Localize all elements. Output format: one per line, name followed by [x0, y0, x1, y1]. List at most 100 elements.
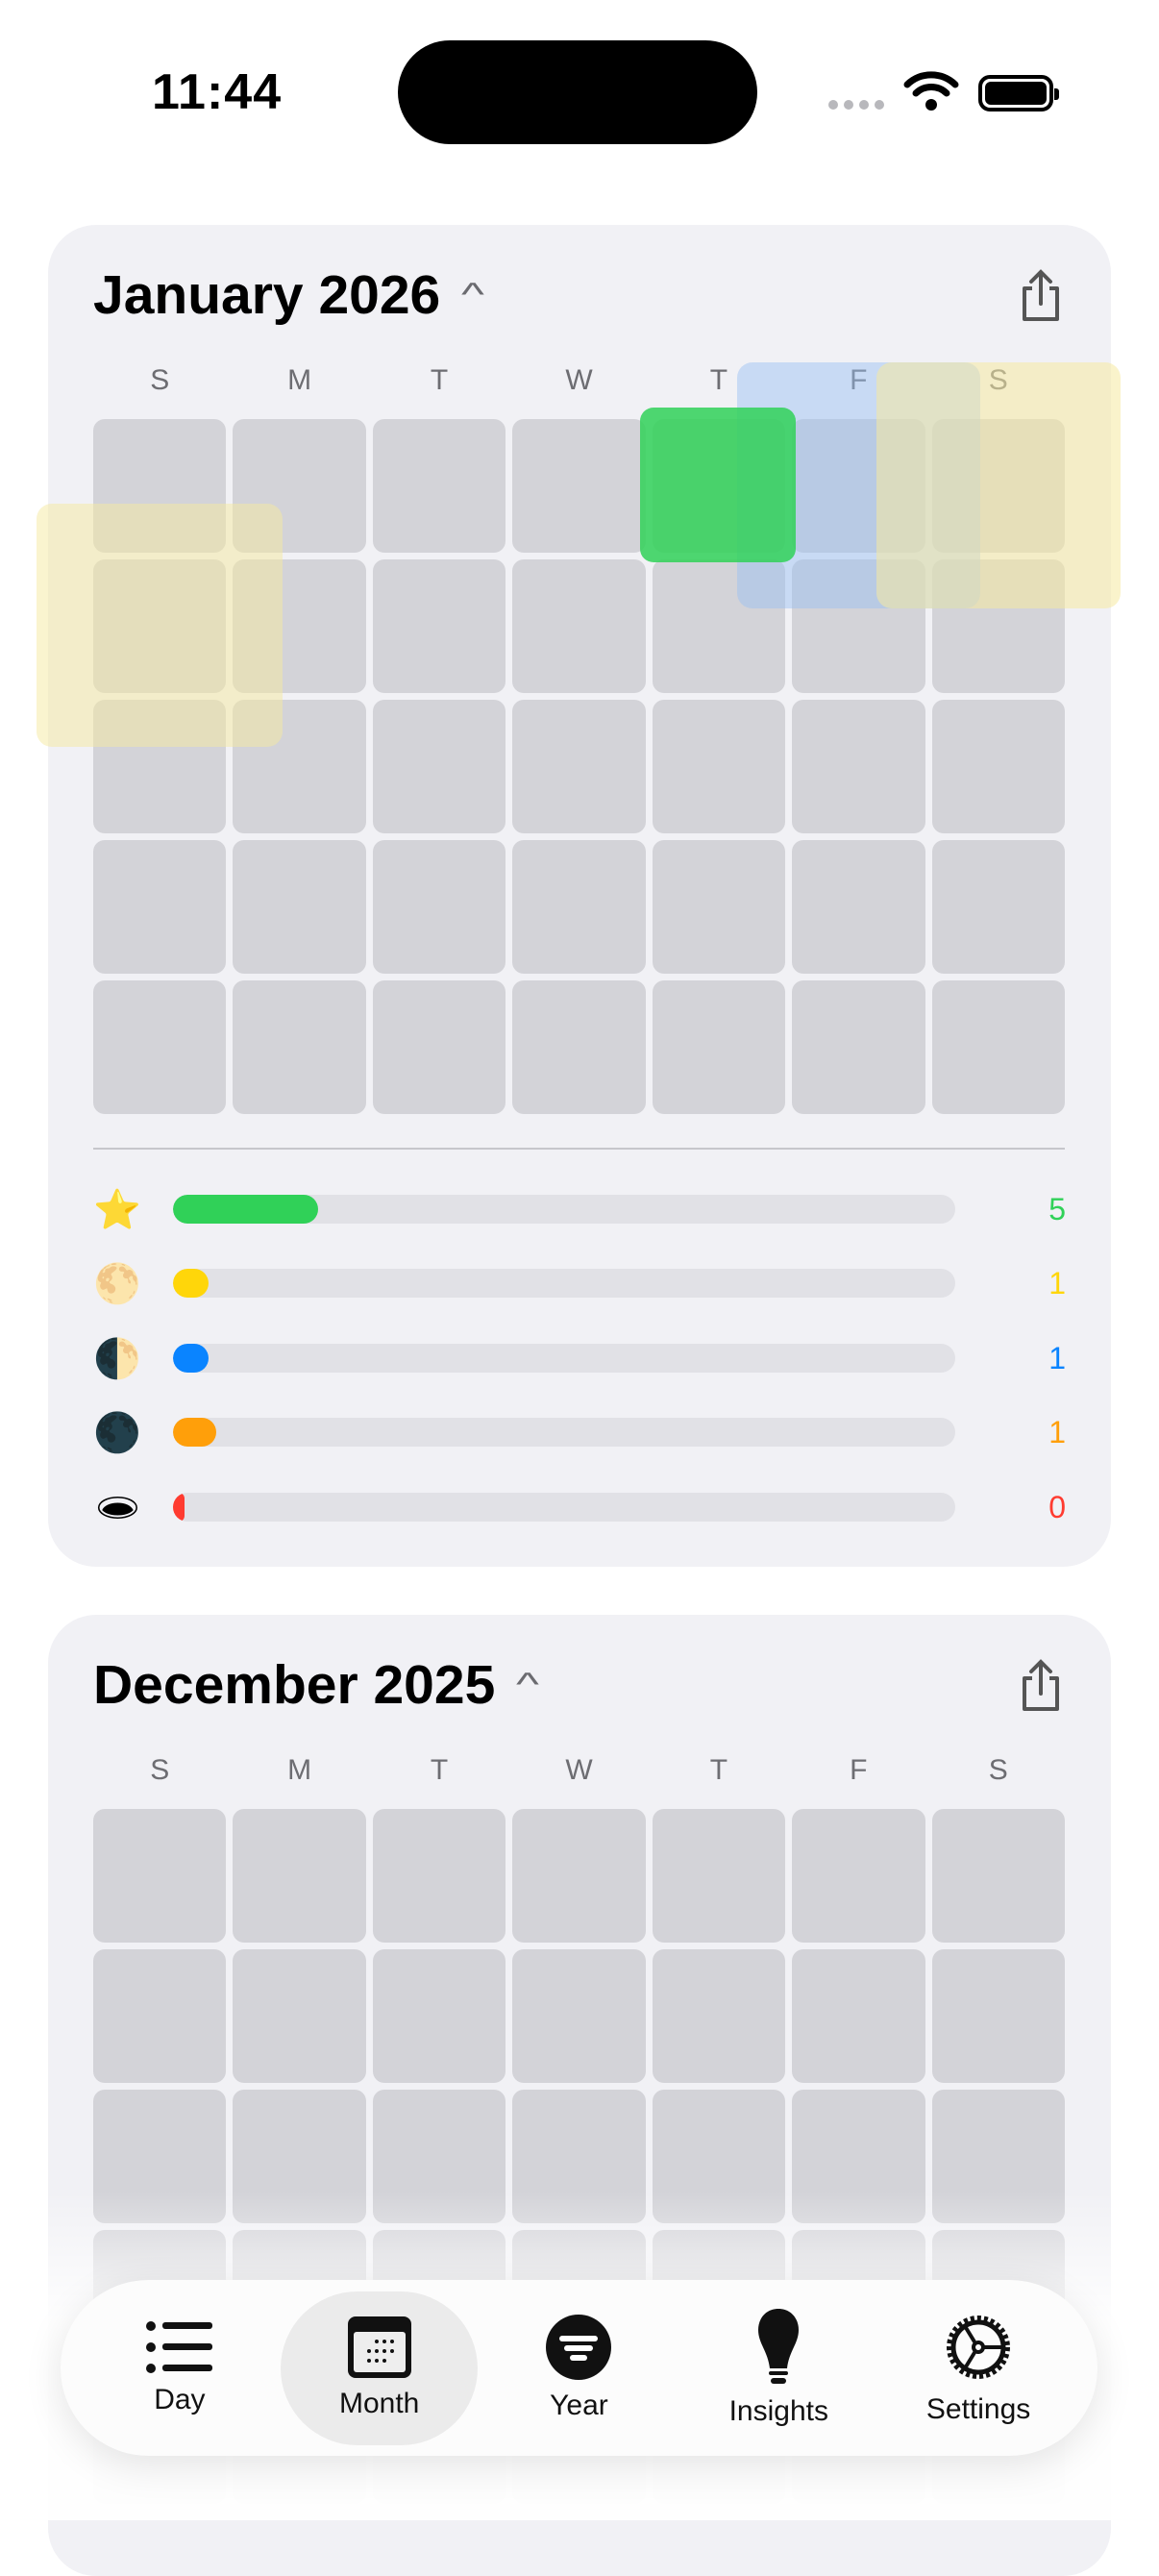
weekday-label: M — [287, 1754, 312, 1786]
status-time: 11:44 — [152, 64, 283, 120]
progress-bar — [173, 1493, 955, 1522]
day-cell[interactable] — [931, 1809, 1065, 1943]
day-cell[interactable] — [652, 559, 786, 693]
month-title-text: December 2025 — [93, 1654, 496, 1716]
day-cell[interactable] — [233, 980, 366, 1114]
day-cell[interactable] — [233, 1949, 366, 2083]
tab-label: Year — [550, 2389, 608, 2421]
day-cell[interactable] — [652, 700, 786, 833]
day-cell[interactable] — [652, 1949, 786, 2083]
stat-row: 🌓 1 — [93, 1334, 1114, 1382]
day-cell[interactable] — [512, 559, 646, 693]
day-cell[interactable] — [372, 980, 506, 1114]
day-cell[interactable] — [372, 840, 506, 974]
tab-bar: Day Month Year Insights Settings — [61, 2280, 1097, 2456]
day-cell[interactable] — [792, 1949, 925, 2083]
day-cell[interactable] — [372, 419, 506, 553]
day-cell[interactable] — [93, 980, 227, 1114]
day-cell[interactable] — [931, 980, 1065, 1114]
day-cell[interactable] — [652, 1809, 786, 1943]
day-cell[interactable] — [93, 1809, 227, 1943]
weekday-label: T — [430, 1754, 449, 1786]
progress-fill — [173, 1269, 209, 1298]
day-cell[interactable] — [372, 1949, 506, 2083]
weekday-label: S — [150, 364, 170, 396]
chevron-up-icon[interactable]: ^ — [461, 276, 485, 313]
month-title[interactable]: January 2026 ^ — [93, 263, 485, 327]
signal-icon — [828, 100, 884, 110]
filter-circle-icon — [546, 2314, 612, 2380]
stat-row: 🌕 1 — [93, 1259, 1114, 1307]
star-icon: ⭐ — [93, 1188, 141, 1231]
full-moon-icon: 🌕 — [93, 1262, 141, 1305]
month-title[interactable]: December 2025 ^ — [93, 1653, 539, 1717]
dynamic-island — [398, 40, 757, 144]
gear-icon — [947, 2315, 1011, 2379]
weekday-label: F — [850, 364, 868, 396]
battery-icon — [978, 75, 1059, 111]
stat-row: 🕳 0 — [93, 1483, 1114, 1531]
day-cell[interactable] — [233, 1809, 366, 1943]
stat-value: 5 — [1048, 1191, 1066, 1226]
day-cell[interactable] — [372, 700, 506, 833]
day-cell[interactable] — [512, 419, 646, 553]
tab-month[interactable]: Month — [281, 2291, 479, 2445]
tab-day[interactable]: Day — [81, 2291, 278, 2445]
day-cell[interactable] — [792, 700, 925, 833]
stat-value: 1 — [1048, 1265, 1066, 1300]
tab-year[interactable]: Year — [481, 2291, 678, 2445]
progress-bar — [173, 1344, 955, 1373]
day-cell[interactable] — [792, 840, 925, 974]
day-cell[interactable] — [792, 1809, 925, 1943]
share-icon[interactable] — [1019, 1659, 1063, 1713]
share-icon[interactable] — [1019, 269, 1063, 323]
progress-fill — [173, 1493, 185, 1522]
highlight-overlay — [37, 504, 283, 747]
tab-settings[interactable]: Settings — [880, 2291, 1077, 2445]
tab-insights[interactable]: Insights — [680, 2291, 877, 2445]
day-cell[interactable] — [512, 1949, 646, 2083]
day-cell[interactable] — [931, 840, 1065, 974]
divider — [93, 1148, 1065, 1150]
chevron-up-icon[interactable]: ^ — [516, 1666, 540, 1703]
calendar-icon — [347, 2316, 411, 2378]
day-cell[interactable] — [512, 700, 646, 833]
weekday-label: S — [150, 1754, 170, 1786]
wifi-icon — [903, 71, 959, 111]
day-cell[interactable] — [233, 840, 366, 974]
weekday-label: M — [287, 364, 312, 396]
tab-label: Settings — [925, 2392, 1031, 2425]
weekday-label: W — [565, 1754, 593, 1786]
weekday-label: S — [988, 1754, 1008, 1786]
day-cell[interactable] — [931, 700, 1065, 833]
first-quarter-moon-icon: 🌓 — [93, 1337, 141, 1380]
today-cell[interactable] — [640, 408, 796, 562]
progress-bar — [173, 1269, 955, 1298]
stat-value: 0 — [1048, 1489, 1066, 1524]
day-cell[interactable] — [93, 1949, 227, 2083]
day-cell[interactable] — [93, 840, 227, 974]
weekday-label: T — [709, 1754, 728, 1786]
tab-label: Insights — [728, 2394, 828, 2427]
hole-icon: 🕳 — [93, 1486, 142, 1529]
list-icon — [145, 2320, 212, 2373]
day-cell[interactable] — [931, 1949, 1065, 2083]
progress-fill — [173, 1195, 318, 1224]
weekday-label: T — [709, 364, 728, 396]
day-cell[interactable] — [372, 1809, 506, 1943]
day-cell[interactable] — [792, 980, 925, 1114]
day-cell[interactable] — [372, 559, 506, 693]
new-moon-icon: 🌑 — [93, 1411, 141, 1454]
stat-row: 🌑 1 — [93, 1408, 1114, 1456]
day-cell[interactable] — [652, 840, 786, 974]
weekday-label: T — [430, 364, 449, 396]
month-title-text: January 2026 — [93, 264, 441, 326]
stat-value: 1 — [1048, 1414, 1066, 1449]
day-cell[interactable] — [652, 980, 786, 1114]
day-cell[interactable] — [512, 980, 646, 1114]
weekday-label: W — [565, 364, 593, 396]
day-cell[interactable] — [512, 840, 646, 974]
weekday-label: F — [850, 1754, 868, 1786]
progress-fill — [173, 1344, 209, 1373]
day-cell[interactable] — [512, 1809, 646, 1943]
